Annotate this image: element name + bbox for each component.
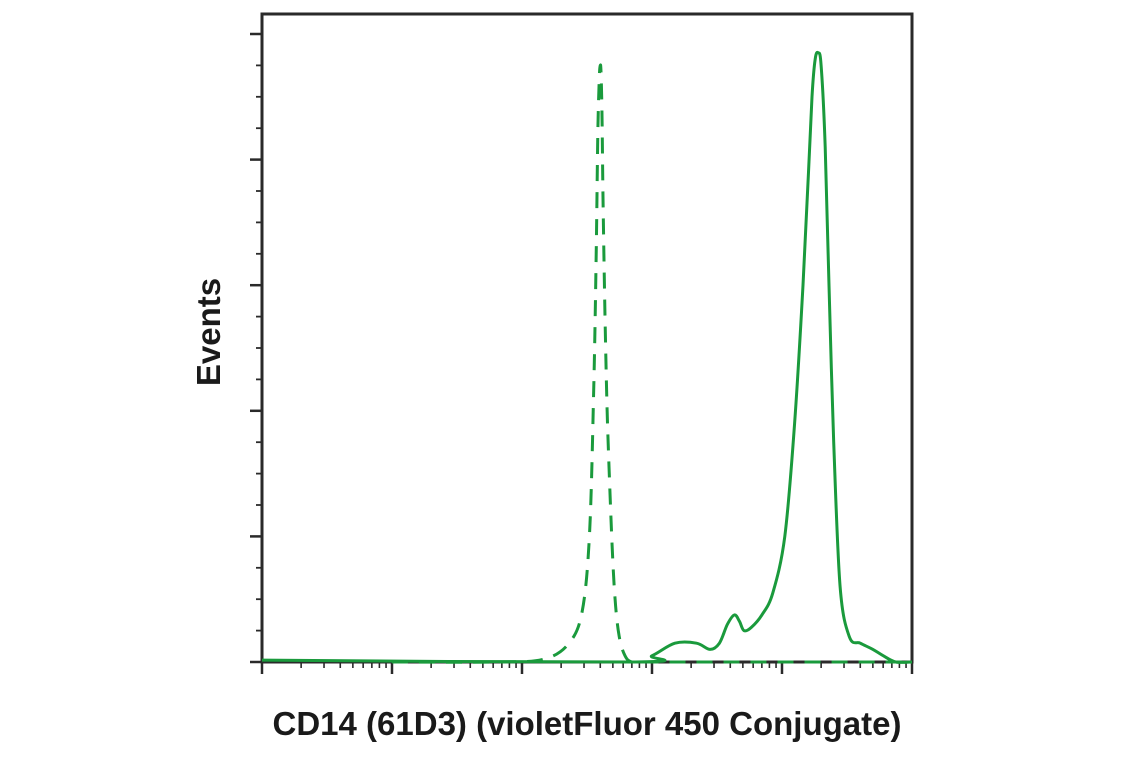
- y-axis-ticks: [250, 32, 262, 664]
- plot-area: [250, 12, 914, 674]
- x-axis-title: CD14 (61D3) (violetFluor 450 Conjugate): [273, 705, 902, 742]
- series-layer: [261, 50, 913, 664]
- x-axis-ticks: [260, 662, 914, 674]
- control-histogram-dashed: [391, 63, 912, 664]
- cd14-histogram-solid: [261, 50, 913, 664]
- y-axis-title: Events: [190, 278, 227, 386]
- plot-frame: [260, 12, 914, 664]
